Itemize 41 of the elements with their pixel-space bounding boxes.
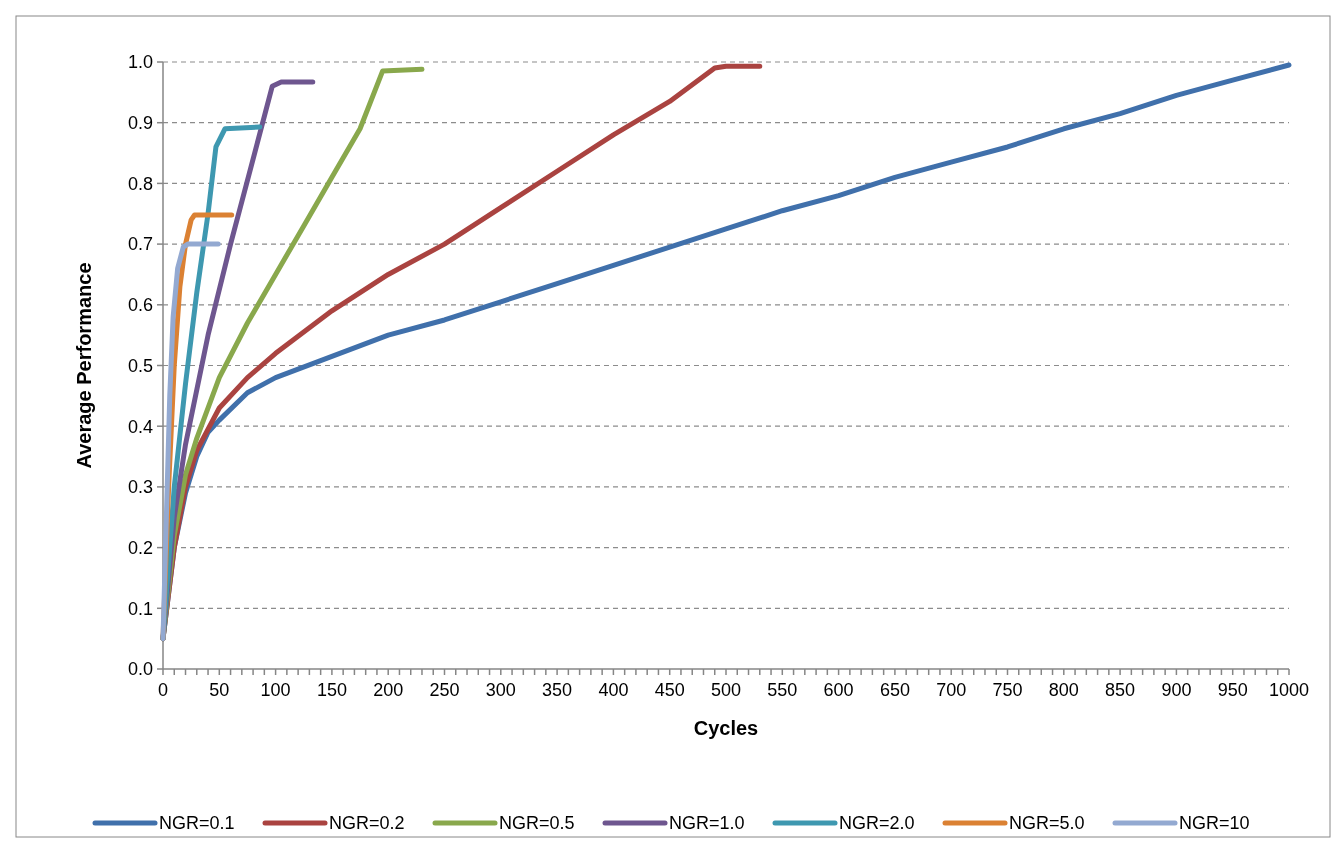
legend-label: NGR=2.0	[839, 813, 915, 833]
legend-label: NGR=0.2	[329, 813, 405, 833]
x-tick-label: 100	[260, 680, 291, 700]
x-tick-label: 300	[485, 680, 516, 700]
legend-label: NGR=1.0	[669, 813, 745, 833]
y-tick-label: 0.3	[127, 477, 153, 498]
x-tick-label: 750	[992, 680, 1023, 700]
y-tick-label: 0.1	[127, 598, 153, 619]
x-tick-label: 950	[1217, 680, 1248, 700]
y-tick-label: 0.7	[127, 234, 153, 255]
legend-label: NGR=10	[1179, 813, 1250, 833]
y-axis-title: Average Performance	[73, 262, 95, 469]
y-tick-label: 1.0	[127, 52, 153, 73]
x-tick-label: 1000	[1268, 680, 1310, 700]
x-tick-label: 900	[1161, 680, 1192, 700]
y-tick-label: 0.2	[127, 537, 153, 558]
x-tick-label: 400	[598, 680, 629, 700]
y-tick-label: 0.5	[127, 355, 153, 376]
x-tick-label: 500	[710, 680, 742, 700]
x-tick-label: 700	[936, 680, 967, 700]
x-axis-title: Cycles	[693, 717, 759, 739]
x-tick-label: 350	[542, 680, 573, 700]
y-tick-label: 0.6	[127, 295, 153, 316]
x-tick-label: 550	[767, 680, 798, 700]
x-tick-label: 450	[654, 680, 685, 700]
y-tick-label: 0.4	[127, 416, 153, 437]
y-tick-label: 0.9	[127, 113, 153, 133]
y-tick-label: 0.0	[127, 659, 153, 680]
x-tick-label: 250	[429, 680, 460, 700]
y-tick-label: 0.8	[127, 173, 153, 194]
x-tick-label: 50	[209, 680, 230, 700]
legend-label: NGR=5.0	[1009, 813, 1085, 833]
x-tick-label: 800	[1048, 680, 1079, 700]
legend-label: NGR=0.5	[499, 813, 575, 833]
x-tick-label: 150	[316, 680, 347, 700]
x-tick-label: 650	[879, 680, 910, 700]
x-tick-label: 850	[1105, 680, 1136, 700]
x-tick-label: 200	[373, 680, 404, 700]
x-tick-label: 0	[157, 680, 169, 700]
legend-label: NGR=0.1	[159, 813, 235, 833]
x-tick-label: 600	[823, 680, 854, 700]
